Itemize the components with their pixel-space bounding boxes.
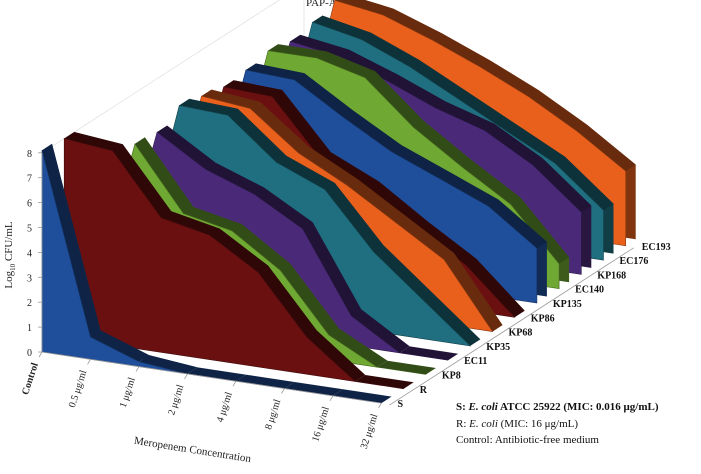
series-label: KP68 [509, 328, 533, 339]
legend-key: S: [456, 401, 466, 413]
y-tick-label: 6 [27, 199, 32, 210]
series-label: KP86 [531, 313, 555, 324]
y-axis: 0 1 2 3 4 5 6 7 8 [27, 149, 43, 359]
x-tick-label: 32 μg/ml [359, 412, 381, 450]
series-label: EC140 [575, 285, 604, 296]
legend-note-control: Control: Antibiotic-free medium [456, 434, 599, 446]
series-s: S [41, 143, 404, 410]
series-label: KP168 [597, 270, 626, 281]
y-tick-label: 3 [27, 273, 32, 284]
legend-species: E. coli [468, 401, 498, 413]
legend-note-s: S: E. coli ATCC 25922 (MIC: 0.016 μg/mL) [456, 401, 659, 413]
series-label: EC176 [620, 256, 649, 267]
y-tick-label: 5 [27, 224, 32, 235]
series-label: KP135 [553, 299, 582, 310]
y-tick-label: 8 [27, 149, 32, 160]
x-tick-label: 2 μg/ml [166, 383, 186, 416]
series-label: KP8 [442, 371, 461, 382]
x-tick-label: 8 μg/ml [263, 398, 283, 431]
y-tick-label: 1 [27, 323, 32, 334]
x-tick-label: 1 μg/ml [118, 376, 138, 409]
series-r: R [63, 132, 428, 396]
chart-title: PAP-AUC [306, 0, 352, 9]
x-tick-label: Control [20, 361, 41, 396]
legend-species: E. coli [469, 418, 498, 430]
series-label: KP35 [486, 342, 510, 353]
x-tick-label: 16 μg/ml [310, 405, 332, 443]
series-label: S [398, 399, 404, 410]
z-axis [389, 247, 634, 406]
y-tick-label: 7 [27, 174, 32, 185]
series-layer: EC193 EC176 KP168 EC140 KP135 KP86 KP68 KP35 EC1… [41, 0, 671, 410]
series-label: R [420, 385, 428, 396]
series-label: EC193 [642, 242, 671, 253]
series-label: EC11 [464, 356, 487, 367]
x-tick-label: 0.5 μg/ml [67, 369, 89, 409]
x-axis-label: Meropenem Concentration [133, 435, 252, 465]
y-tick-label: 2 [27, 298, 32, 309]
y-tick-label: 0 [27, 348, 32, 359]
legend-key: Control: [456, 434, 493, 446]
legend-key: R: [456, 418, 467, 430]
y-tick-label: 4 [27, 248, 32, 259]
y-axis-label: Log10 CFU/mL [3, 221, 17, 288]
legend-note-r: R: E. coli (MIC: 16 μg/mL) [456, 418, 579, 430]
x-tick-label: 4 μg/ml [215, 391, 235, 424]
